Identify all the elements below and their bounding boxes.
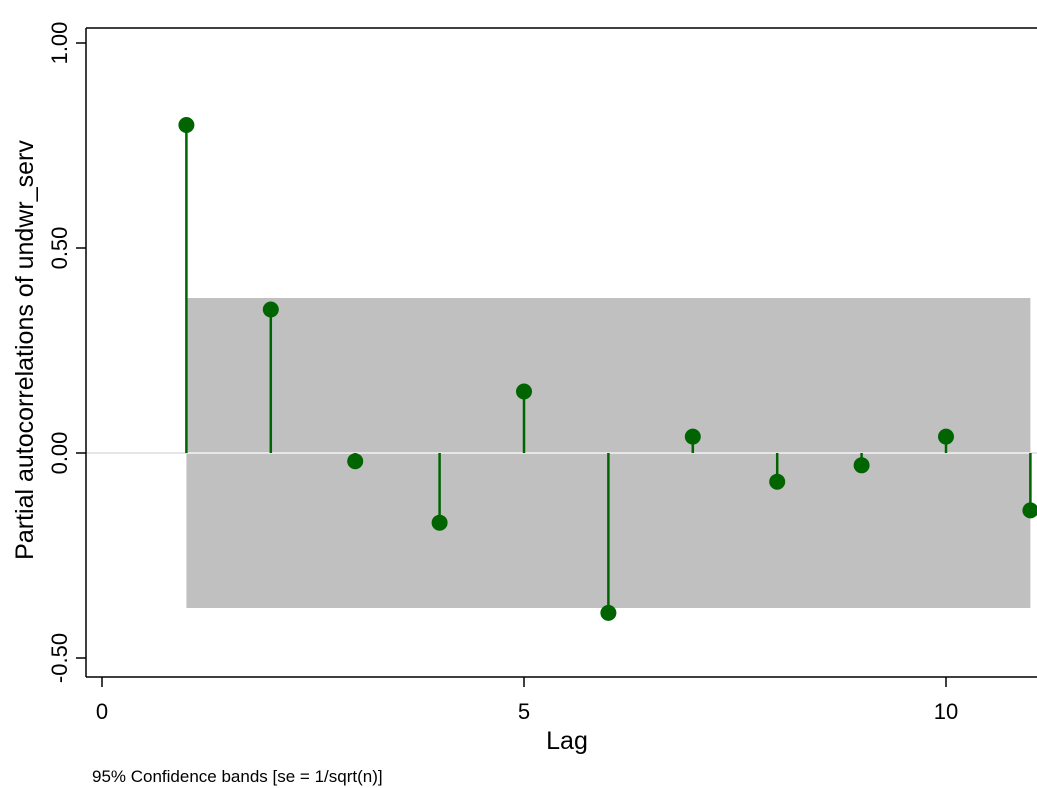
point-lag-11 <box>1022 502 1037 519</box>
point-lag-2 <box>262 301 279 318</box>
x-axis-title: Lag <box>546 727 588 755</box>
y-tick-label-2: 0.50 <box>47 227 72 270</box>
point-lag-6 <box>600 604 617 621</box>
axes-layer: -0.50 0.00 0.50 1.00 0 5 10 <box>47 22 1037 724</box>
y-tick-label-0: -0.50 <box>47 633 72 683</box>
point-lag-10 <box>938 428 954 445</box>
confidence-band-note: 95% Confidence bands [se = 1/sqrt(n)] <box>92 767 383 786</box>
point-lag-7 <box>684 428 701 445</box>
y-tick-label-1: 0.00 <box>47 432 72 475</box>
y-axis-title: Partial autocorrelations of undwr_serv <box>11 140 39 560</box>
point-lag-8 <box>769 473 786 490</box>
point-lag-9 <box>853 457 870 474</box>
point-lag-5 <box>516 383 532 400</box>
marker-layer <box>178 117 1037 621</box>
x-tick-label-1: 5 <box>518 699 530 724</box>
point-lag-1 <box>178 117 195 133</box>
x-tick-label-0: 0 <box>96 699 108 724</box>
point-lag-3 <box>347 453 364 470</box>
point-lag-4 <box>431 514 448 531</box>
y-tick-label-3: 1.00 <box>47 22 72 65</box>
labels-layer: Lag Partial autocorrelations of undwr_se… <box>11 140 588 786</box>
x-tick-label-2: 10 <box>934 699 958 724</box>
